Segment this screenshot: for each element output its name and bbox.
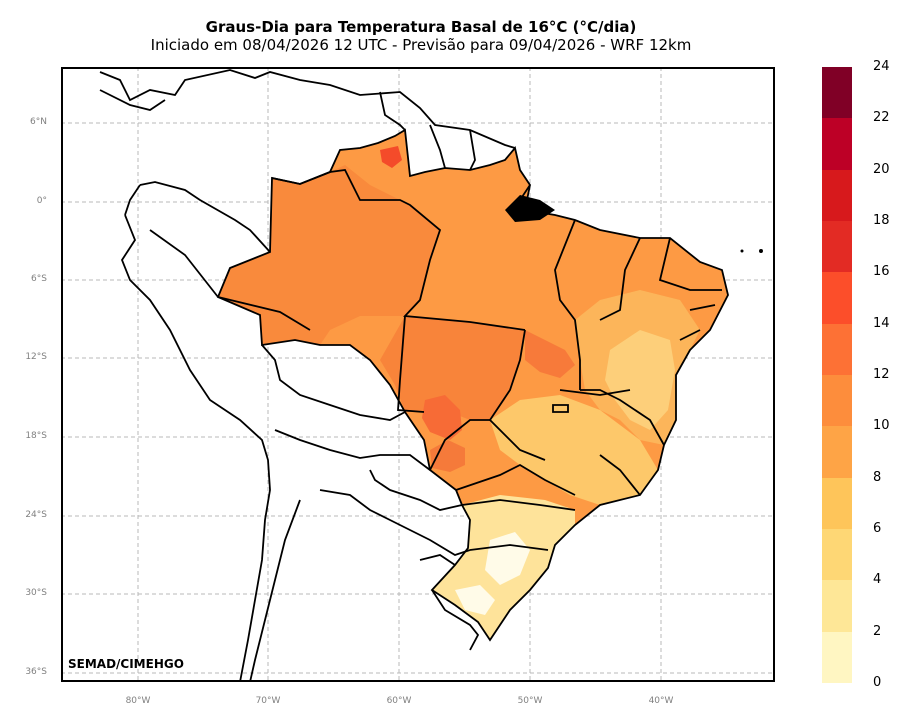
- colorbar-segment: [822, 580, 852, 633]
- lat-label-24s: 24°S: [25, 510, 47, 520]
- map-panel: [61, 67, 775, 682]
- colorbar-tick-label: 4: [873, 572, 882, 588]
- colorbar-tick-label: 14: [873, 315, 890, 331]
- lat-label-12s: 12°S: [25, 352, 47, 362]
- lon-label-70w: 70°W: [255, 696, 281, 706]
- lat-label-36s: 36°S: [25, 667, 47, 677]
- lon-label-60w: 60°W: [386, 696, 412, 706]
- colorbar-tick-label: 12: [873, 367, 890, 382]
- colorbar-tick-label: 0: [873, 675, 882, 690]
- colorbar-segment: [822, 631, 852, 684]
- colorbar-segment: [822, 426, 852, 479]
- lat-label-6s: 6°S: [31, 274, 47, 284]
- map-canvas: [63, 69, 773, 680]
- colorbar-segment: [822, 221, 852, 273]
- hotspot-mt: [422, 395, 462, 440]
- lat-label-18s: 18°S: [25, 431, 47, 441]
- hotspot-rr: [380, 146, 402, 168]
- colorbar-segment: [822, 529, 852, 581]
- lat-label-30s: 30°S: [25, 588, 47, 598]
- marajo-island: [505, 195, 555, 222]
- midwest-region: [380, 316, 525, 420]
- colorbar-tick-label: 10: [873, 418, 890, 434]
- map-subtitle: Iniciado em 08/04/2026 12 UTC - Previsão…: [150, 36, 692, 54]
- colorbar-segment: [822, 67, 852, 119]
- hotspot-ms: [430, 440, 465, 472]
- colorbar-tick-label: 6: [873, 521, 882, 536]
- atol-das-rocas: [759, 249, 763, 253]
- colorbar-segment: [822, 272, 852, 325]
- southeast-region: [490, 395, 658, 505]
- colorbar-segment: [822, 169, 852, 222]
- colorbar-tick-label: 8: [873, 469, 882, 485]
- colorbar-tick-label: 24: [873, 59, 890, 74]
- colorbar-tick-label: 22: [873, 110, 890, 126]
- fernando-de-noronha: [740, 249, 744, 253]
- colorbar-segment: [822, 323, 852, 376]
- colorbar-segment: [822, 477, 852, 530]
- colorbar-tick-label: 2: [873, 623, 882, 639]
- map-title: Graus-Dia para Temperatura Basal de 16°C…: [205, 18, 637, 36]
- south-white-2: [455, 585, 495, 615]
- colorbar-tick-label: 18: [873, 213, 890, 228]
- colorbar-tick-label: 20: [873, 161, 890, 177]
- lon-label-50w: 50°W: [517, 696, 543, 706]
- south-america-outlines: [99, 69, 516, 680]
- colorbar-tick-label: 16: [873, 264, 890, 280]
- colorbar-segment: [822, 118, 852, 171]
- colorbar-segment: [822, 375, 852, 427]
- lon-label-80w: 80°W: [125, 696, 151, 706]
- lat-label-0: 0°: [36, 196, 47, 206]
- colorbar: [822, 67, 852, 684]
- lon-label-40w: 40°W: [648, 696, 674, 706]
- lat-label-6n: 6°N: [30, 117, 47, 127]
- credit-label: SEMAD/CIMEHGO: [68, 657, 184, 671]
- northeast-pale: [605, 330, 675, 430]
- amazon-region: [218, 165, 440, 345]
- hotspot-to: [525, 330, 575, 378]
- brazil-outline: [216, 128, 729, 642]
